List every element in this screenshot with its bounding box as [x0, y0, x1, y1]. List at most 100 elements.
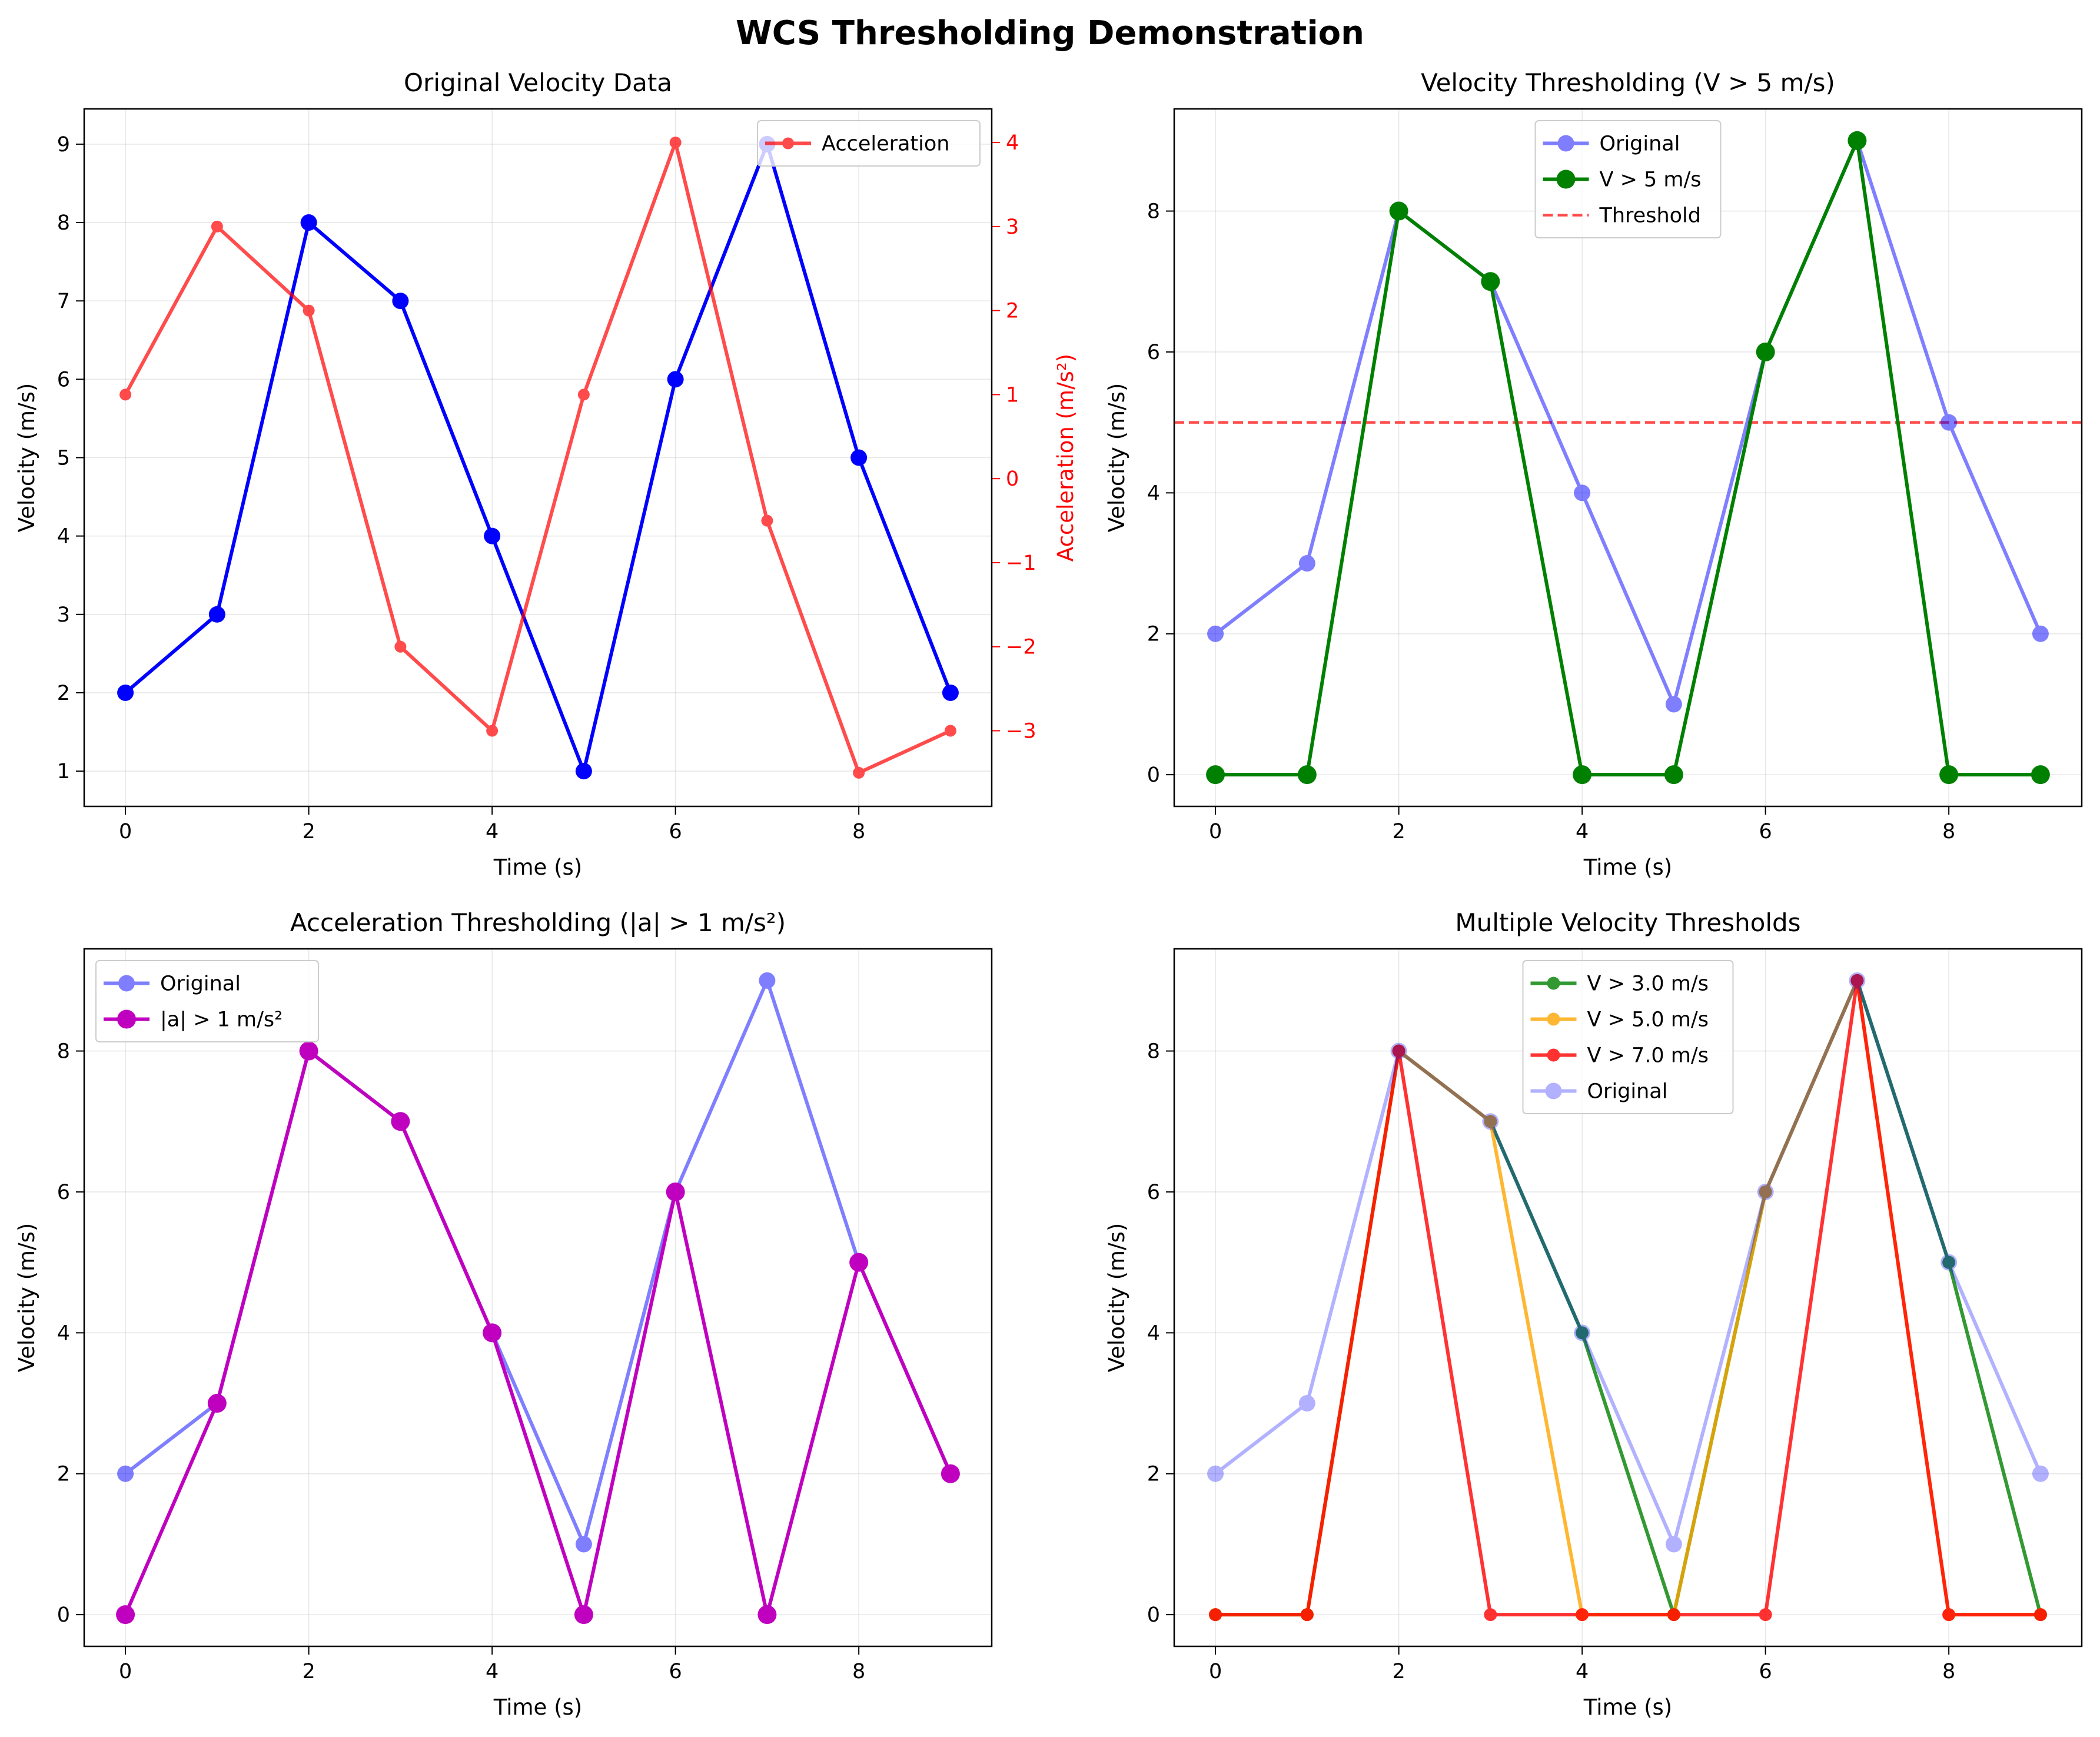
- x-tick-label: 8: [1942, 820, 1955, 843]
- chart-panel-2: 0 2 4 6 8 0 2 4 6 8 Time (s) Velocity (m/s) Velocity…: [1104, 68, 2083, 880]
- y2-tick-label: 1: [1006, 383, 1019, 407]
- data-point: [1759, 1185, 1772, 1198]
- x-tick-label: 6: [669, 820, 682, 843]
- data-point: [667, 371, 684, 388]
- data-point: [1850, 974, 1864, 987]
- data-point: [850, 449, 868, 466]
- data-point: [575, 763, 592, 780]
- series-v-7-0-m-s: [1209, 974, 2047, 1622]
- y-tick-label: 2: [57, 1463, 70, 1486]
- legend-label: V > 7.0 m/s: [1587, 1044, 1709, 1068]
- x-tick-label: 2: [1392, 820, 1405, 843]
- x-tick-label: 2: [1392, 1660, 1405, 1683]
- data-point: [849, 1253, 869, 1272]
- series-line: [124, 141, 952, 775]
- chart-title: Multiple Velocity Thresholds: [1455, 908, 1800, 937]
- y-tick-label: 2: [57, 682, 70, 705]
- series-acceleration: [119, 137, 956, 779]
- data-point: [944, 725, 956, 737]
- x-axis-label: Time (s): [493, 1695, 582, 1720]
- legend-frame: [95, 960, 319, 1042]
- legend-entry: V > 3.0 m/s: [1530, 972, 1709, 996]
- data-point: [1849, 972, 1866, 989]
- x-tick-label: 6: [1759, 820, 1772, 843]
- x-tick-label: 4: [486, 820, 499, 843]
- chart-title: Original Velocity Data: [404, 68, 672, 97]
- series-a-1-m-s: [116, 1041, 960, 1625]
- legend-label: Original: [160, 972, 241, 996]
- chart-title: Velocity Thresholding (V > 5 m/s): [1421, 68, 1835, 97]
- data-point: [1939, 765, 1959, 785]
- data-point: [1756, 342, 1775, 361]
- legend-entry: V > 7.0 m/s: [1530, 1044, 1709, 1068]
- data-point: [853, 766, 865, 779]
- data-point: [1942, 1256, 1956, 1269]
- legend: Original V > 5 m/s Threshold: [1534, 120, 1722, 238]
- legend-handle-marker: [1547, 1012, 1560, 1026]
- legend-handle: [765, 137, 811, 150]
- y-axis-label: Velocity (m/s): [1104, 383, 1129, 533]
- plot-area: [117, 135, 959, 780]
- data-point: [119, 388, 132, 401]
- data-point: [484, 527, 501, 544]
- legend-entry: Acceleration: [765, 132, 950, 156]
- legend-entry: Threshold: [1543, 204, 1701, 228]
- data-point: [1667, 1608, 1680, 1622]
- legend-handle-marker: [1556, 170, 1576, 189]
- x-axis-label: Time (s): [493, 855, 582, 880]
- legend-frame: [757, 120, 981, 167]
- data-point: [391, 1112, 410, 1131]
- data-point: [1484, 1608, 1497, 1622]
- y2-tick-label: −2: [1006, 636, 1036, 659]
- data-point: [1297, 765, 1317, 785]
- data-point: [1389, 201, 1408, 221]
- data-point: [666, 1182, 685, 1201]
- data-point: [1482, 1113, 1499, 1130]
- data-point: [1574, 484, 1591, 501]
- y-tick-label: 2: [1147, 623, 1160, 646]
- data-point: [574, 1605, 593, 1625]
- data-point: [1484, 1115, 1497, 1128]
- legend-entry: Original: [1543, 132, 1680, 156]
- legend-entry: Original: [104, 972, 241, 996]
- y-tick-label: 6: [1147, 341, 1160, 364]
- series-line: [124, 142, 952, 773]
- legend-label: V > 3.0 m/s: [1587, 972, 1709, 996]
- legend-handle: [1543, 170, 1589, 189]
- data-point: [1848, 131, 1867, 150]
- legend-entry: V > 5 m/s: [1543, 168, 1702, 192]
- y-tick-label: 6: [1147, 1181, 1160, 1204]
- x-tick-label: 0: [1209, 820, 1222, 843]
- y-tick-label: 7: [57, 290, 70, 313]
- legend-entry: V > 5.0 m/s: [1530, 1008, 1709, 1032]
- y-tick-label: 5: [57, 447, 70, 470]
- plot-area: [116, 972, 960, 1625]
- data-point: [759, 972, 776, 989]
- y-tick-label: 3: [57, 603, 70, 627]
- legend-entry: |a| > 1 m/s²: [104, 1008, 283, 1032]
- series-v-5-m-s: [1206, 131, 2050, 785]
- plot-frame: [1173, 948, 2083, 1648]
- data-point: [1207, 625, 1224, 642]
- x-axis-label: Time (s): [1583, 855, 1672, 880]
- y-tick-label: 0: [1147, 763, 1160, 787]
- y-tick-label: 0: [57, 1603, 70, 1627]
- data-point: [1392, 1044, 1405, 1058]
- x-tick-label: 0: [119, 820, 132, 843]
- x-axis-label: Time (s): [1583, 1695, 1672, 1720]
- legend-handle-marker: [782, 137, 794, 150]
- y-tick-label: 9: [57, 133, 70, 157]
- legend-label: V > 5.0 m/s: [1587, 1008, 1709, 1032]
- data-point: [1300, 1608, 1314, 1622]
- data-point: [211, 220, 223, 233]
- data-point: [1574, 1324, 1591, 1341]
- series-line: [1214, 138, 2042, 706]
- y-tick-label: 8: [1147, 200, 1160, 224]
- data-point: [941, 1464, 960, 1483]
- chart-title: Acceleration Thresholding (|a| > 1 m/s²): [290, 908, 786, 937]
- legend-label: V > 5 m/s: [1600, 168, 1702, 192]
- legend-handle: [104, 975, 149, 992]
- data-point: [669, 137, 682, 149]
- data-point: [2031, 765, 2050, 785]
